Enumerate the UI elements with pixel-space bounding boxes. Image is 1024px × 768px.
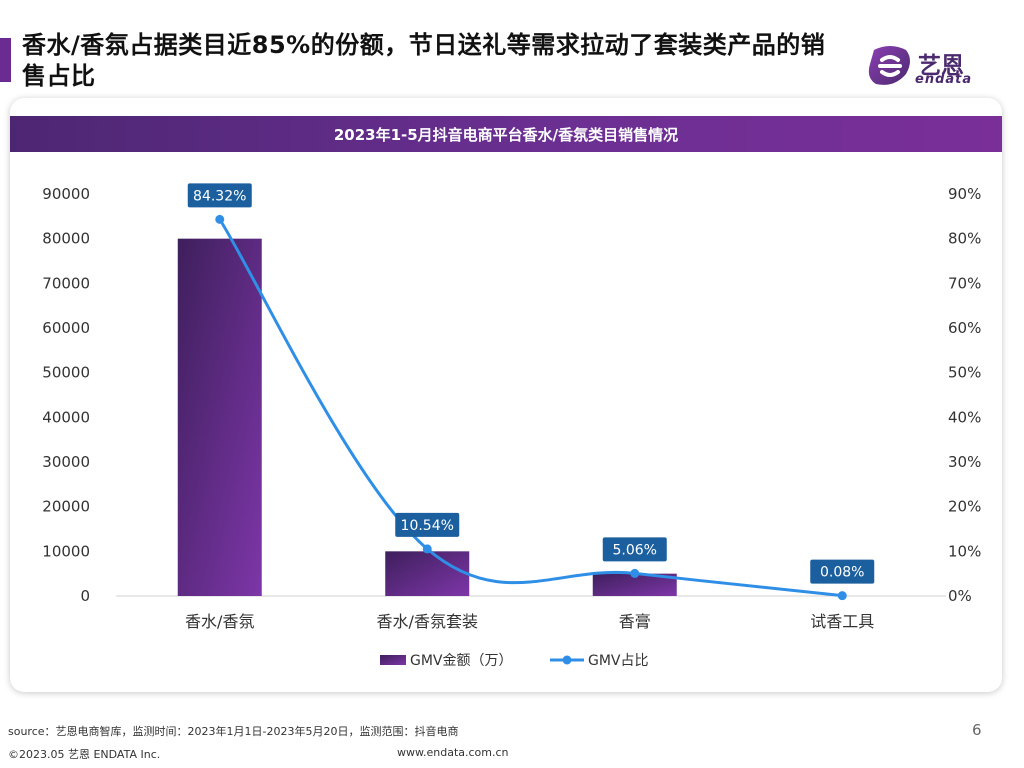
website-link[interactable]: www.endata.com.cn: [397, 746, 509, 759]
copyright: ©2023.05 艺恩 ENDATA Inc.: [8, 748, 161, 761]
data-label: 10.54%: [401, 518, 454, 534]
gmv-share-point: [215, 214, 225, 224]
data-label: 84.32%: [193, 188, 246, 204]
x-tick-label: 试香工具: [810, 612, 874, 631]
endata-logo-icon: [868, 46, 910, 85]
data-label-box: [602, 537, 667, 562]
y-right-tick-label: 90%: [948, 185, 981, 203]
y-right-tick-label: 20%: [948, 498, 981, 516]
gmv-share-point: [837, 591, 847, 601]
logo-text-en: endata: [915, 72, 973, 87]
y-left-tick-label: 30000: [42, 453, 90, 471]
y-left-tick-label: 40000: [42, 408, 90, 426]
gmv-bar: [177, 238, 262, 596]
gmv-share-point: [630, 568, 640, 578]
legend-line-marker: [562, 655, 572, 665]
legend-bar-label: GMV金额（万）: [410, 653, 513, 669]
y-right-tick-label: 80%: [948, 230, 981, 248]
y-right-tick-label: 70%: [948, 274, 981, 292]
x-tick-label: 香水/香氛套装: [377, 612, 478, 631]
y-left-tick-label: 20000: [42, 498, 90, 516]
x-tick-label: 香膏: [619, 612, 651, 631]
y-right-tick-label: 40%: [948, 408, 981, 426]
y-right-tick-label: 0%: [948, 587, 972, 605]
y-left-tick-label: 10000: [42, 542, 90, 560]
combo-chart: 0 10000 20000 30000 40000 50000 60000 70000 8000…: [42, 183, 981, 669]
gmv-bar: [592, 573, 677, 596]
data-label-box: [810, 559, 875, 584]
chart-card: 2023年1-5月抖音电商平台香水/香氛类目销售情况 0 10000 20000 30…: [10, 98, 1002, 692]
page-title: 香水/香氛占据类目近85%的份额，节日送礼等需求拉动了套装类产品的销售占比: [22, 31, 826, 90]
page-number: 6: [972, 721, 982, 739]
y-left-tick-label: 0: [80, 587, 90, 605]
y-right-tick-label: 10%: [948, 542, 981, 560]
data-label: 5.06%: [613, 542, 657, 558]
gmv-bar: [385, 551, 470, 596]
data-label-box: [187, 183, 252, 208]
title-accent-bar: [0, 38, 11, 82]
y-left-tick-label: 70000: [42, 274, 90, 292]
data-label: 0.08%: [820, 565, 864, 581]
source-note: source：艺恩电商智库，监测时间：2023年1月1日-2023年5月20日，…: [8, 725, 459, 738]
y-right-tick-label: 60%: [948, 319, 981, 337]
y-right-tick-label: 30%: [948, 453, 981, 471]
logo-text-cn: 艺恩: [918, 53, 964, 79]
y-left-tick-label: 90000: [42, 185, 90, 203]
endata-logo: 艺恩 endata: [866, 44, 996, 92]
y-left-tick-label: 50000: [42, 364, 90, 382]
x-tick-label: 香水/香氛: [185, 612, 254, 631]
chart-title: 2023年1-5月抖音电商平台香水/香氛类目销售情况: [10, 116, 1002, 152]
gmv-share-point: [422, 544, 432, 554]
y-left-tick-label: 80000: [42, 230, 90, 248]
legend-line-label: GMV占比: [588, 653, 649, 669]
legend-bar-swatch: [380, 655, 406, 665]
data-label-box: [395, 512, 460, 537]
y-left-tick-label: 60000: [42, 319, 90, 337]
y-right-tick-label: 50%: [948, 364, 981, 382]
gmv-share-line: [218, 218, 843, 598]
